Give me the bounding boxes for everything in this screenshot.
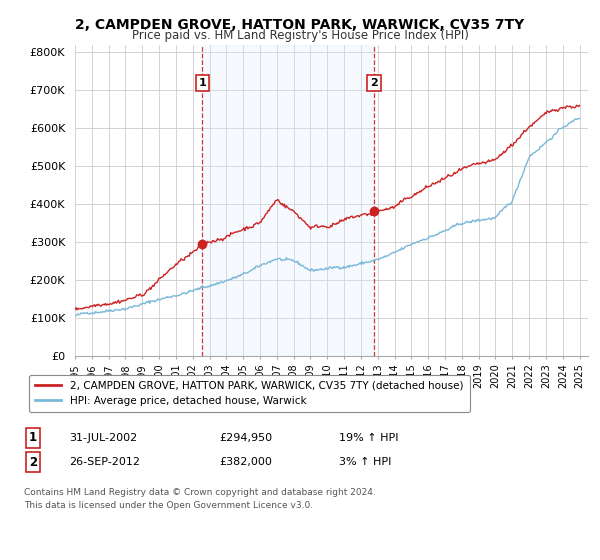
Text: 1: 1 [29,431,37,445]
Text: £382,000: £382,000 [219,457,272,467]
Text: 2, CAMPDEN GROVE, HATTON PARK, WARWICK, CV35 7TY: 2, CAMPDEN GROVE, HATTON PARK, WARWICK, … [76,18,524,32]
Text: 2: 2 [370,78,377,88]
Legend: 2, CAMPDEN GROVE, HATTON PARK, WARWICK, CV35 7TY (detached house), HPI: Average : 2, CAMPDEN GROVE, HATTON PARK, WARWICK, … [29,375,470,412]
Bar [202,45,374,356]
Text: 3% ↑ HPI: 3% ↑ HPI [339,457,391,467]
Text: This data is licensed under the Open Government Licence v3.0.: This data is licensed under the Open Gov… [24,501,313,510]
Text: Contains HM Land Registry data © Crown copyright and database right 2024.: Contains HM Land Registry data © Crown c… [24,488,376,497]
Text: 19% ↑ HPI: 19% ↑ HPI [339,433,398,443]
Text: 2: 2 [29,455,37,469]
Text: Price paid vs. HM Land Registry's House Price Index (HPI): Price paid vs. HM Land Registry's House … [131,29,469,42]
Text: 26-SEP-2012: 26-SEP-2012 [69,457,140,467]
Text: £294,950: £294,950 [219,433,272,443]
Text: 31-JUL-2002: 31-JUL-2002 [69,433,137,443]
Text: 1: 1 [199,78,206,88]
